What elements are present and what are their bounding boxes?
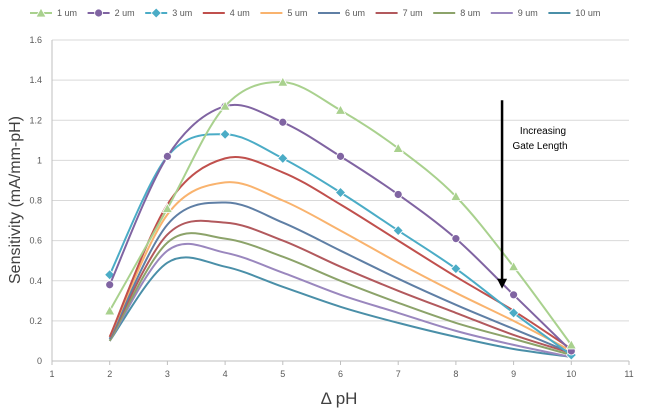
y-tick-label: 1.6 [29, 35, 42, 45]
series-6-um [108, 201, 572, 354]
x-tick-label: 4 [223, 369, 228, 379]
legend: 1 um 2 um 3 um 4 um 5 um 6 um 7 um 8 um 9 um 10 u… [30, 7, 600, 19]
y-tick-labels: 0 0.2 0.4 0.6 0.8 1 1.2 1.4 1.6 [29, 35, 42, 366]
x-tick-label: 8 [453, 369, 458, 379]
series-line [108, 242, 572, 358]
series-line [108, 232, 572, 356]
legend-label: 9 um [518, 8, 538, 18]
data-point [278, 117, 288, 127]
data-point [334, 104, 347, 115]
y-tick-label: 0.4 [29, 276, 42, 286]
x-tick-label: 3 [165, 369, 170, 379]
legend-label: 7 um [403, 8, 423, 18]
legend-item: 5 um [260, 8, 307, 18]
legend-item: 4 um [202, 8, 250, 18]
gate-length-annotation: Increasing Gate Length [497, 100, 568, 289]
x-tick-label: 5 [280, 369, 285, 379]
legend-label: 4 um [230, 8, 250, 18]
series-line [108, 201, 572, 354]
x-tick-label: 10 [566, 369, 576, 379]
y-tick-label: 0.8 [29, 196, 42, 206]
series-5-um [108, 181, 572, 352]
legend-item: 10 um [548, 8, 600, 18]
data-point [393, 190, 403, 199]
data-point [392, 142, 404, 153]
data-point [565, 339, 577, 350]
legend-label: 10 um [575, 8, 600, 18]
annotation-line-2: Gate Length [512, 141, 567, 152]
y-tick-label: 1.2 [29, 115, 42, 125]
legend-marker [94, 8, 103, 18]
data-point [507, 260, 520, 272]
data-point [105, 280, 115, 290]
data-point [277, 152, 289, 164]
annotation-line-1: Increasing [520, 126, 566, 137]
data-point [161, 202, 174, 213]
legend-label: 2 um [115, 8, 135, 18]
x-tick-labels: 1 2 3 4 5 6 7 8 9 10 11 [49, 361, 634, 379]
series-line [108, 219, 572, 354]
data-point [219, 100, 231, 111]
legend-label: 3 um [172, 8, 192, 18]
series-line [108, 256, 572, 358]
legend-item: 7 um [375, 8, 423, 18]
data-point [450, 263, 462, 275]
legend-marker [150, 7, 162, 19]
x-axis-title: Δ pH [321, 389, 358, 408]
y-tick-label: 1 [37, 155, 42, 165]
legend-item: 8 um [433, 8, 480, 18]
annotation-arrowhead [497, 278, 508, 289]
series-7-um [108, 219, 572, 354]
data-point [336, 151, 345, 161]
y-axis-title: Sensitivity (mA/mm-pH) [7, 116, 24, 284]
series-9-um [108, 242, 572, 358]
series-8-um [108, 232, 572, 356]
data-point [392, 225, 404, 237]
x-tick-label: 7 [396, 369, 401, 379]
legend-label: 1 um [57, 8, 77, 18]
data-point [450, 190, 462, 201]
data-point [451, 234, 461, 244]
legend-item: 3 um [145, 7, 192, 19]
series-layer [104, 76, 577, 361]
y-tick-label: 0 [37, 356, 42, 366]
series-line [108, 181, 572, 352]
legend-item: 6 um [318, 8, 365, 18]
legend-item: 1 um [30, 7, 77, 18]
data-point [508, 307, 520, 319]
x-tick-label: 11 [624, 369, 633, 379]
x-tick-label: 6 [338, 369, 343, 379]
legend-label: 6 um [345, 8, 365, 18]
y-tick-label: 1.4 [29, 75, 42, 85]
x-tick-label: 2 [107, 369, 112, 379]
legend-item: 9 um [490, 8, 538, 18]
data-point [509, 290, 518, 300]
y-tick-label: 0.6 [29, 236, 42, 246]
legend-marker [35, 7, 47, 18]
series-1-um [104, 76, 577, 350]
data-point [104, 305, 116, 316]
legend-label: 8 um [460, 8, 480, 18]
data-point [334, 186, 347, 199]
data-point [277, 76, 289, 87]
series-10-um [108, 256, 572, 358]
x-tick-label: 9 [511, 369, 516, 379]
x-tick-label: 1 [49, 369, 54, 379]
data-point [219, 128, 231, 140]
legend-label: 5 um [287, 8, 307, 18]
legend-item: 2 um [87, 8, 135, 18]
y-tick-label: 0.2 [29, 316, 42, 326]
data-point [162, 151, 172, 161]
